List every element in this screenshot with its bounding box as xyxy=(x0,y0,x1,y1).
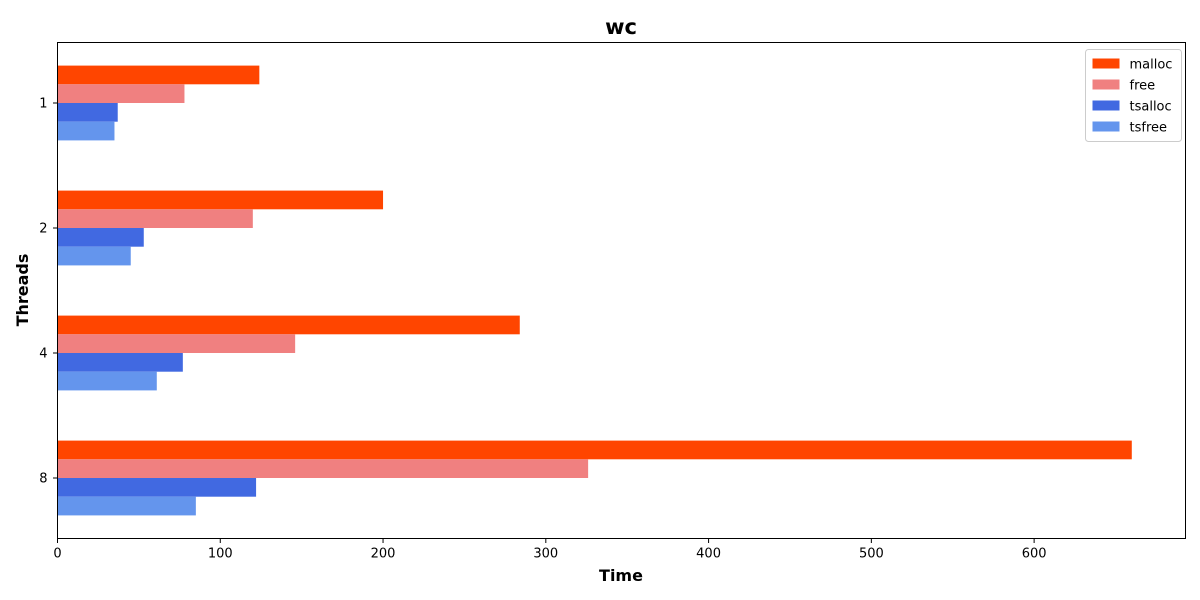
bar-tsalloc-1 xyxy=(57,103,118,122)
bar-malloc-4 xyxy=(57,315,520,335)
bar-tsfree-2 xyxy=(57,246,131,266)
bar-tsalloc-4 xyxy=(57,353,183,372)
x-axis-ticks: 0 100 200 300 400 500 600 xyxy=(53,538,1047,562)
legend-label-free: free xyxy=(1130,79,1156,94)
x-tick-label: 500 xyxy=(859,547,884,562)
legend-swatch-free xyxy=(1092,79,1120,90)
bar-free-2 xyxy=(57,209,253,228)
legend-swatch-malloc xyxy=(1092,58,1120,69)
legend-box xyxy=(1085,49,1182,142)
legend: malloc free tsalloc tsfree xyxy=(1085,49,1182,142)
x-tick-label: 200 xyxy=(371,547,396,562)
bar-free-4 xyxy=(57,334,296,353)
y-axis-ticks: 1 2 4 8 xyxy=(39,97,58,487)
legend-label-malloc: malloc xyxy=(1130,58,1173,73)
y-tick-label: 1 xyxy=(39,97,47,112)
bar-malloc-8 xyxy=(57,440,1132,460)
y-axis-title: Threads xyxy=(13,254,32,327)
plot-frame xyxy=(57,42,1186,539)
x-tick-label: 300 xyxy=(533,547,558,562)
bar-free-8 xyxy=(57,459,589,478)
bar-tsalloc-8 xyxy=(57,478,257,497)
plot-area xyxy=(57,65,1132,516)
bar-malloc-2 xyxy=(57,190,384,210)
y-tick-label: 2 xyxy=(39,222,47,237)
bar-tsfree-1 xyxy=(57,121,115,141)
legend-swatch-tsalloc xyxy=(1092,100,1120,111)
legend-label-tsfree: tsfree xyxy=(1130,121,1168,136)
bar-tsfree-8 xyxy=(57,496,196,516)
x-tick-label: 400 xyxy=(696,547,721,562)
y-tick-label: 4 xyxy=(39,347,47,362)
legend-swatch-tsfree xyxy=(1092,121,1120,132)
x-tick-label: 0 xyxy=(53,547,61,562)
bar-free-1 xyxy=(57,84,185,103)
x-tick-label: 600 xyxy=(1022,547,1047,562)
x-tick-label: 100 xyxy=(208,547,233,562)
legend-label-tsalloc: tsalloc xyxy=(1130,100,1172,115)
y-tick-label: 8 xyxy=(39,472,47,487)
chart-title: wc xyxy=(605,15,637,39)
bar-tsalloc-2 xyxy=(57,228,144,247)
bar-malloc-1 xyxy=(57,65,260,85)
bar-tsfree-4 xyxy=(57,371,157,391)
x-axis-title: Time xyxy=(599,566,643,585)
